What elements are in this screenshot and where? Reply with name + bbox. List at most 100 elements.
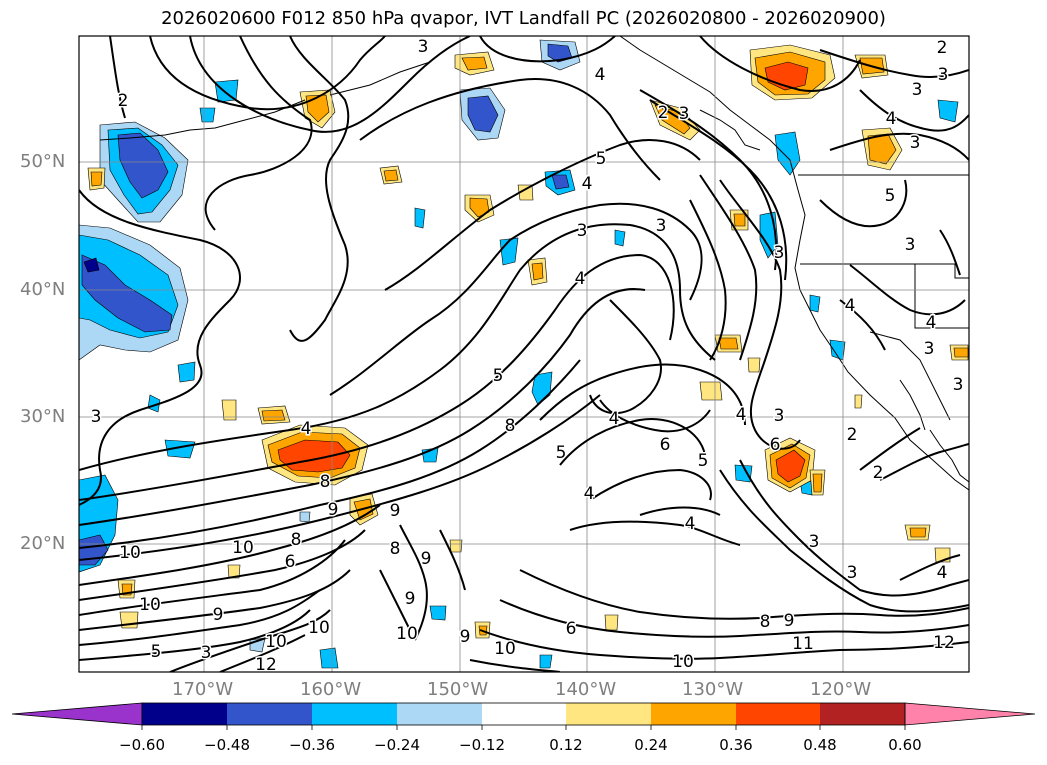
contour-label: 4 bbox=[845, 296, 856, 316]
contour-label: 4 bbox=[609, 409, 620, 429]
contour-label: 10 bbox=[139, 595, 161, 615]
colorbar-bin-9 bbox=[820, 703, 905, 725]
lat-label-50n: 50°N bbox=[20, 151, 66, 172]
colorbar-extend-low bbox=[11, 702, 143, 726]
colorbar-bin-6 bbox=[566, 703, 651, 725]
contour-label: 6 bbox=[566, 619, 577, 639]
contour-label: 3 bbox=[847, 563, 858, 583]
colorbar-label-2: −0.48 bbox=[204, 736, 250, 754]
colorbar-bin-3 bbox=[312, 703, 397, 725]
positive-anomaly-fill bbox=[87, 44, 969, 639]
contour-label: 2 bbox=[118, 91, 129, 111]
lon-label-150w: 150°W bbox=[427, 679, 489, 700]
colorbar-bin-2 bbox=[227, 703, 312, 725]
contour-label: 9 bbox=[328, 500, 339, 520]
contour-label: 3 bbox=[905, 235, 916, 255]
contour-label: 9 bbox=[405, 589, 416, 609]
lat-label-40n: 40°N bbox=[20, 279, 66, 300]
contour-label: 8 bbox=[291, 530, 302, 550]
contour-label: 8 bbox=[320, 472, 331, 492]
colorbar-bin-8 bbox=[736, 703, 820, 725]
contour-label: 9 bbox=[460, 627, 471, 647]
contour-label: 3 bbox=[910, 133, 921, 153]
contour-label: 5 bbox=[493, 366, 504, 386]
contour-label: 3 bbox=[91, 407, 102, 427]
contour-label: 5 bbox=[596, 149, 607, 169]
contour-label: 10 bbox=[672, 652, 694, 672]
contour-label: 9 bbox=[390, 501, 401, 521]
contour-label: 9 bbox=[421, 549, 432, 569]
contour-label: 5 bbox=[885, 186, 896, 206]
contour-label: 3 bbox=[679, 104, 690, 124]
colorbar-extend-high bbox=[904, 702, 1036, 726]
contour-label: 10 bbox=[494, 639, 516, 659]
map-title: 2026020600 F012 850 hPa qvapor, IVT Land… bbox=[161, 8, 886, 29]
ivt-contours bbox=[79, 36, 969, 672]
colorbar-label-1: −0.60 bbox=[119, 736, 165, 754]
colorbar-bin-5 bbox=[482, 703, 566, 725]
lat-label-30n: 30°N bbox=[20, 406, 66, 427]
contour-label: 10 bbox=[232, 538, 254, 558]
colorbar-frame bbox=[141, 702, 906, 726]
contour-label: 8 bbox=[505, 416, 516, 436]
colorbar-bin-4 bbox=[397, 703, 482, 725]
contour-label: 4 bbox=[301, 419, 312, 439]
contour-label: 4 bbox=[575, 269, 586, 289]
contour-label: 3 bbox=[912, 80, 923, 100]
contour-label: 8 bbox=[760, 612, 771, 632]
contour-label: 2 bbox=[847, 425, 858, 445]
colorbar-label-3: −0.36 bbox=[289, 736, 335, 754]
contour-label: 3 bbox=[774, 243, 785, 263]
contour-label: 2 bbox=[658, 103, 669, 123]
contour-label: 3 bbox=[201, 643, 212, 663]
contour-label: 5 bbox=[151, 642, 162, 662]
contour-label: 4 bbox=[736, 405, 747, 425]
contour-label: 3 bbox=[774, 406, 785, 426]
contour-label: 2 bbox=[873, 463, 884, 483]
contour-label: 3 bbox=[577, 221, 588, 241]
contour-label: 4 bbox=[582, 174, 593, 194]
lon-label-170w: 170°W bbox=[172, 679, 234, 700]
contour-label: 8 bbox=[390, 539, 401, 559]
contour-label: 4 bbox=[685, 514, 696, 534]
gridlines bbox=[79, 36, 969, 672]
contour-label: 4 bbox=[926, 313, 937, 333]
contour-label: 4 bbox=[937, 563, 948, 583]
lat-label-20n: 20°N bbox=[20, 533, 66, 554]
contour-label: 4 bbox=[886, 109, 897, 129]
map-frame bbox=[78, 35, 970, 673]
colorbar-label-5: −0.12 bbox=[459, 736, 505, 754]
colorbar-bin-1 bbox=[142, 703, 227, 725]
lon-label-160w: 160°W bbox=[300, 679, 362, 700]
contour-label: 6 bbox=[770, 435, 781, 455]
contour-label: 2 bbox=[937, 38, 948, 58]
colorbar-label-10: 0.60 bbox=[888, 736, 922, 754]
lon-label-130w: 130°W bbox=[682, 679, 744, 700]
contour-label: 3 bbox=[953, 375, 964, 395]
contour-label: 4 bbox=[595, 65, 606, 85]
contour-label: 9 bbox=[213, 605, 224, 625]
contour-label: 10 bbox=[265, 632, 287, 652]
colorbar-label-6: 0.12 bbox=[549, 736, 583, 754]
contour-label: 12 bbox=[255, 655, 277, 675]
contour-label: 5 bbox=[556, 443, 567, 463]
coastlines bbox=[99, 36, 969, 491]
contour-label: 6 bbox=[285, 552, 296, 572]
colorbar-label-7: 0.24 bbox=[634, 736, 668, 754]
contour-label: 10 bbox=[119, 543, 141, 563]
contour-label: 9 bbox=[784, 611, 795, 631]
colorbar-bin-7 bbox=[651, 703, 736, 725]
lon-label-140w: 140°W bbox=[555, 679, 617, 700]
borders bbox=[798, 174, 969, 421]
colorbar bbox=[11, 702, 1036, 730]
contour-label: 5 bbox=[698, 451, 709, 471]
contour-label: 10 bbox=[396, 624, 418, 644]
colorbar-label-4: −0.24 bbox=[374, 736, 420, 754]
contour-label: 3 bbox=[809, 532, 820, 552]
colorbar-label-8: 0.36 bbox=[719, 736, 753, 754]
contour-label: 12 bbox=[933, 633, 955, 653]
contour-label: 3 bbox=[656, 216, 667, 236]
contour-label: 3 bbox=[924, 339, 935, 359]
